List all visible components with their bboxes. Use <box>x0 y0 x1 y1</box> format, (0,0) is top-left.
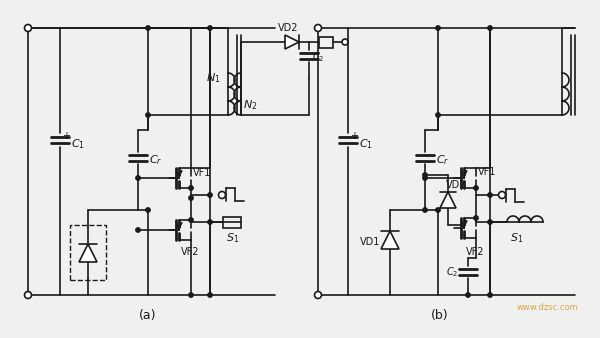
Text: $C_1$: $C_1$ <box>359 137 373 151</box>
Text: $C_r$: $C_r$ <box>436 153 449 167</box>
Text: VD2: VD2 <box>278 23 298 33</box>
Circle shape <box>342 39 348 45</box>
Circle shape <box>25 24 32 31</box>
Text: $C_2$: $C_2$ <box>312 50 325 64</box>
Text: $C_r$: $C_r$ <box>149 153 163 167</box>
Text: www.dzsc.com: www.dzsc.com <box>517 304 579 313</box>
Circle shape <box>218 192 226 198</box>
Circle shape <box>488 193 492 197</box>
Text: VF1: VF1 <box>478 167 496 177</box>
Text: +: + <box>62 131 70 141</box>
Text: $N_1$: $N_1$ <box>206 71 221 85</box>
Circle shape <box>136 228 140 232</box>
Circle shape <box>146 208 150 212</box>
Circle shape <box>488 220 492 224</box>
Circle shape <box>436 26 440 30</box>
Text: $S_1$: $S_1$ <box>511 231 524 245</box>
Circle shape <box>208 193 212 197</box>
Circle shape <box>466 293 470 297</box>
Polygon shape <box>79 244 97 262</box>
Circle shape <box>314 24 322 31</box>
Text: VD1: VD1 <box>360 237 380 247</box>
Text: $N_2$: $N_2$ <box>243 98 257 112</box>
Text: (b): (b) <box>431 309 449 321</box>
Text: $S_1$: $S_1$ <box>226 231 239 245</box>
Circle shape <box>474 216 478 220</box>
Circle shape <box>436 113 440 117</box>
Text: $C_2$: $C_2$ <box>446 265 458 279</box>
Polygon shape <box>285 35 299 49</box>
Circle shape <box>146 113 150 117</box>
Circle shape <box>189 186 193 190</box>
Text: +: + <box>350 131 358 141</box>
Text: VF1: VF1 <box>193 168 211 178</box>
Circle shape <box>474 186 478 190</box>
Circle shape <box>208 26 212 30</box>
Text: $C_1$: $C_1$ <box>71 137 85 151</box>
Polygon shape <box>381 231 399 249</box>
Text: VF2: VF2 <box>181 247 199 257</box>
Circle shape <box>189 218 193 222</box>
Text: (a): (a) <box>139 309 157 321</box>
Circle shape <box>208 220 212 224</box>
Circle shape <box>314 291 322 298</box>
Bar <box>319 37 333 48</box>
Circle shape <box>146 26 150 30</box>
Text: VD2: VD2 <box>446 180 467 190</box>
Circle shape <box>423 173 427 177</box>
Circle shape <box>189 293 193 297</box>
Text: VF2: VF2 <box>466 247 485 257</box>
Circle shape <box>423 208 427 212</box>
Circle shape <box>25 291 32 298</box>
Circle shape <box>488 26 492 30</box>
Circle shape <box>208 293 212 297</box>
Polygon shape <box>440 192 456 208</box>
Bar <box>70 225 106 280</box>
Circle shape <box>436 208 440 212</box>
Circle shape <box>423 176 427 180</box>
Circle shape <box>499 192 505 198</box>
Circle shape <box>189 196 193 200</box>
Circle shape <box>488 293 492 297</box>
Bar <box>223 217 241 227</box>
Circle shape <box>136 176 140 180</box>
